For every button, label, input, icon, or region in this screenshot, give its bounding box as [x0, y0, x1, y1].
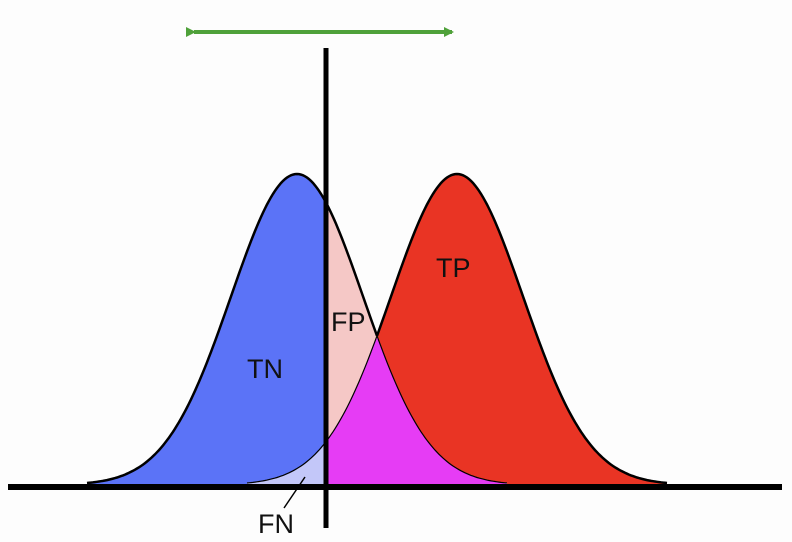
negative-distribution-curve: [86, 172, 379, 485]
negative-curve-inner-edge: [376, 335, 508, 484]
positive-curve-inner-edge: [246, 335, 378, 484]
fn-leader-line: [283, 476, 306, 509]
false-negative-region: [247, 441, 326, 485]
false-positive-region: [326, 202, 377, 442]
overlap-region: [326, 338, 507, 485]
positive-distribution-curve: [375, 172, 668, 485]
tp-label: TP: [436, 253, 471, 283]
true-negative-region: [87, 174, 326, 485]
fp-label: FP: [331, 307, 366, 337]
tn-label: TN: [247, 354, 283, 384]
true-positive-region: [377, 174, 667, 485]
fn-label: FN: [258, 509, 294, 539]
